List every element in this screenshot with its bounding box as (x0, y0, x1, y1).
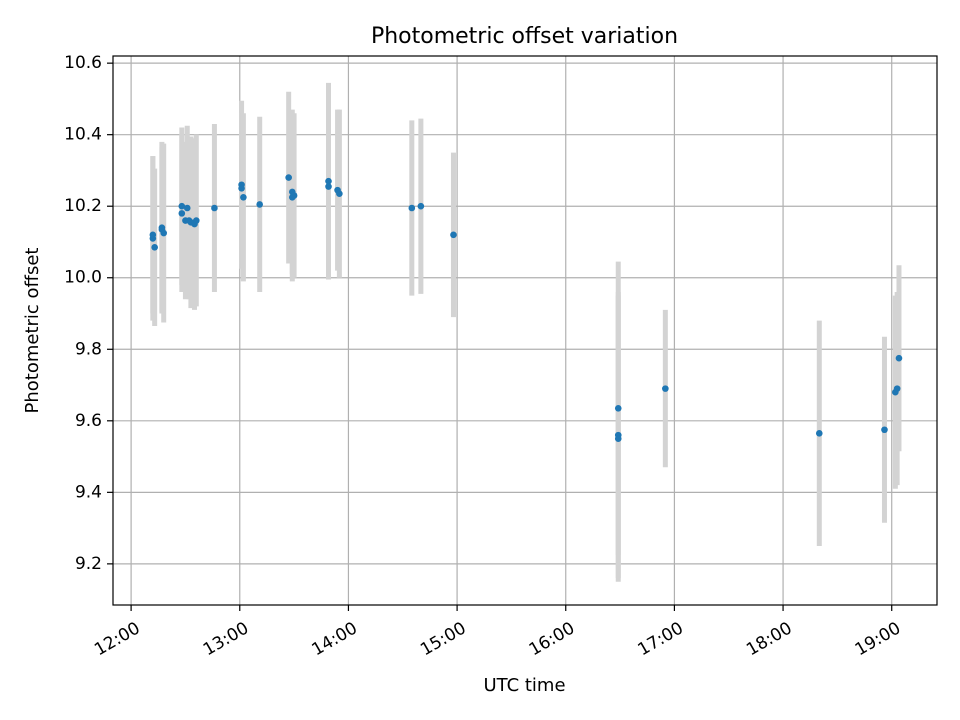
data-point (881, 426, 888, 434)
data-point (336, 190, 343, 197)
data-point (193, 217, 200, 224)
data-point (893, 385, 901, 392)
data-point (151, 244, 158, 251)
y-tick-label: 9.2 (75, 554, 102, 574)
data-point (614, 435, 622, 442)
data-point (325, 177, 332, 185)
data-point (160, 229, 168, 237)
data-point (183, 204, 191, 212)
chart-title: Photometric offset variation (371, 24, 678, 49)
data-point (256, 201, 263, 208)
y-axis-label: Photometric offset (22, 248, 43, 414)
data-point (408, 204, 416, 212)
data-point (895, 354, 903, 362)
data-point (178, 202, 186, 210)
y-tick-label: 9.8 (75, 339, 102, 359)
y-tick-label: 10.4 (64, 125, 102, 145)
data-point (211, 204, 218, 212)
data-point (240, 193, 247, 201)
data-point (815, 430, 823, 437)
data-point (238, 185, 245, 192)
y-tick-label: 10.0 (64, 268, 102, 288)
x-axis-label: UTC time (483, 675, 565, 696)
grid-lines (113, 56, 937, 605)
y-tick-label: 10.6 (64, 53, 102, 73)
data-point (325, 183, 332, 190)
data-point (149, 231, 157, 239)
y-tick-label: 9.6 (75, 411, 102, 431)
data-points (149, 174, 903, 442)
data-point (290, 192, 298, 199)
data-point (614, 404, 622, 412)
data-point (285, 174, 292, 181)
data-point (450, 231, 457, 239)
data-point (662, 385, 669, 392)
data-point (417, 202, 425, 210)
y-axis: 9.2 9.4 9.6 9.8 10.0 10.2 10.4 10.6 (64, 53, 113, 574)
plot-frame (112, 55, 938, 606)
data-point (178, 210, 186, 217)
y-tick-label: 9.4 (75, 482, 102, 502)
y-tick-label: 10.2 (64, 196, 102, 216)
